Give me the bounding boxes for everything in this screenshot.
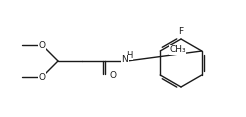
Text: F: F [178,27,184,37]
Text: CH₃: CH₃ [169,46,186,55]
Text: O: O [39,40,46,49]
Text: N: N [122,55,128,64]
Text: H: H [126,51,132,60]
Text: O: O [109,71,116,79]
Text: O: O [39,73,46,82]
